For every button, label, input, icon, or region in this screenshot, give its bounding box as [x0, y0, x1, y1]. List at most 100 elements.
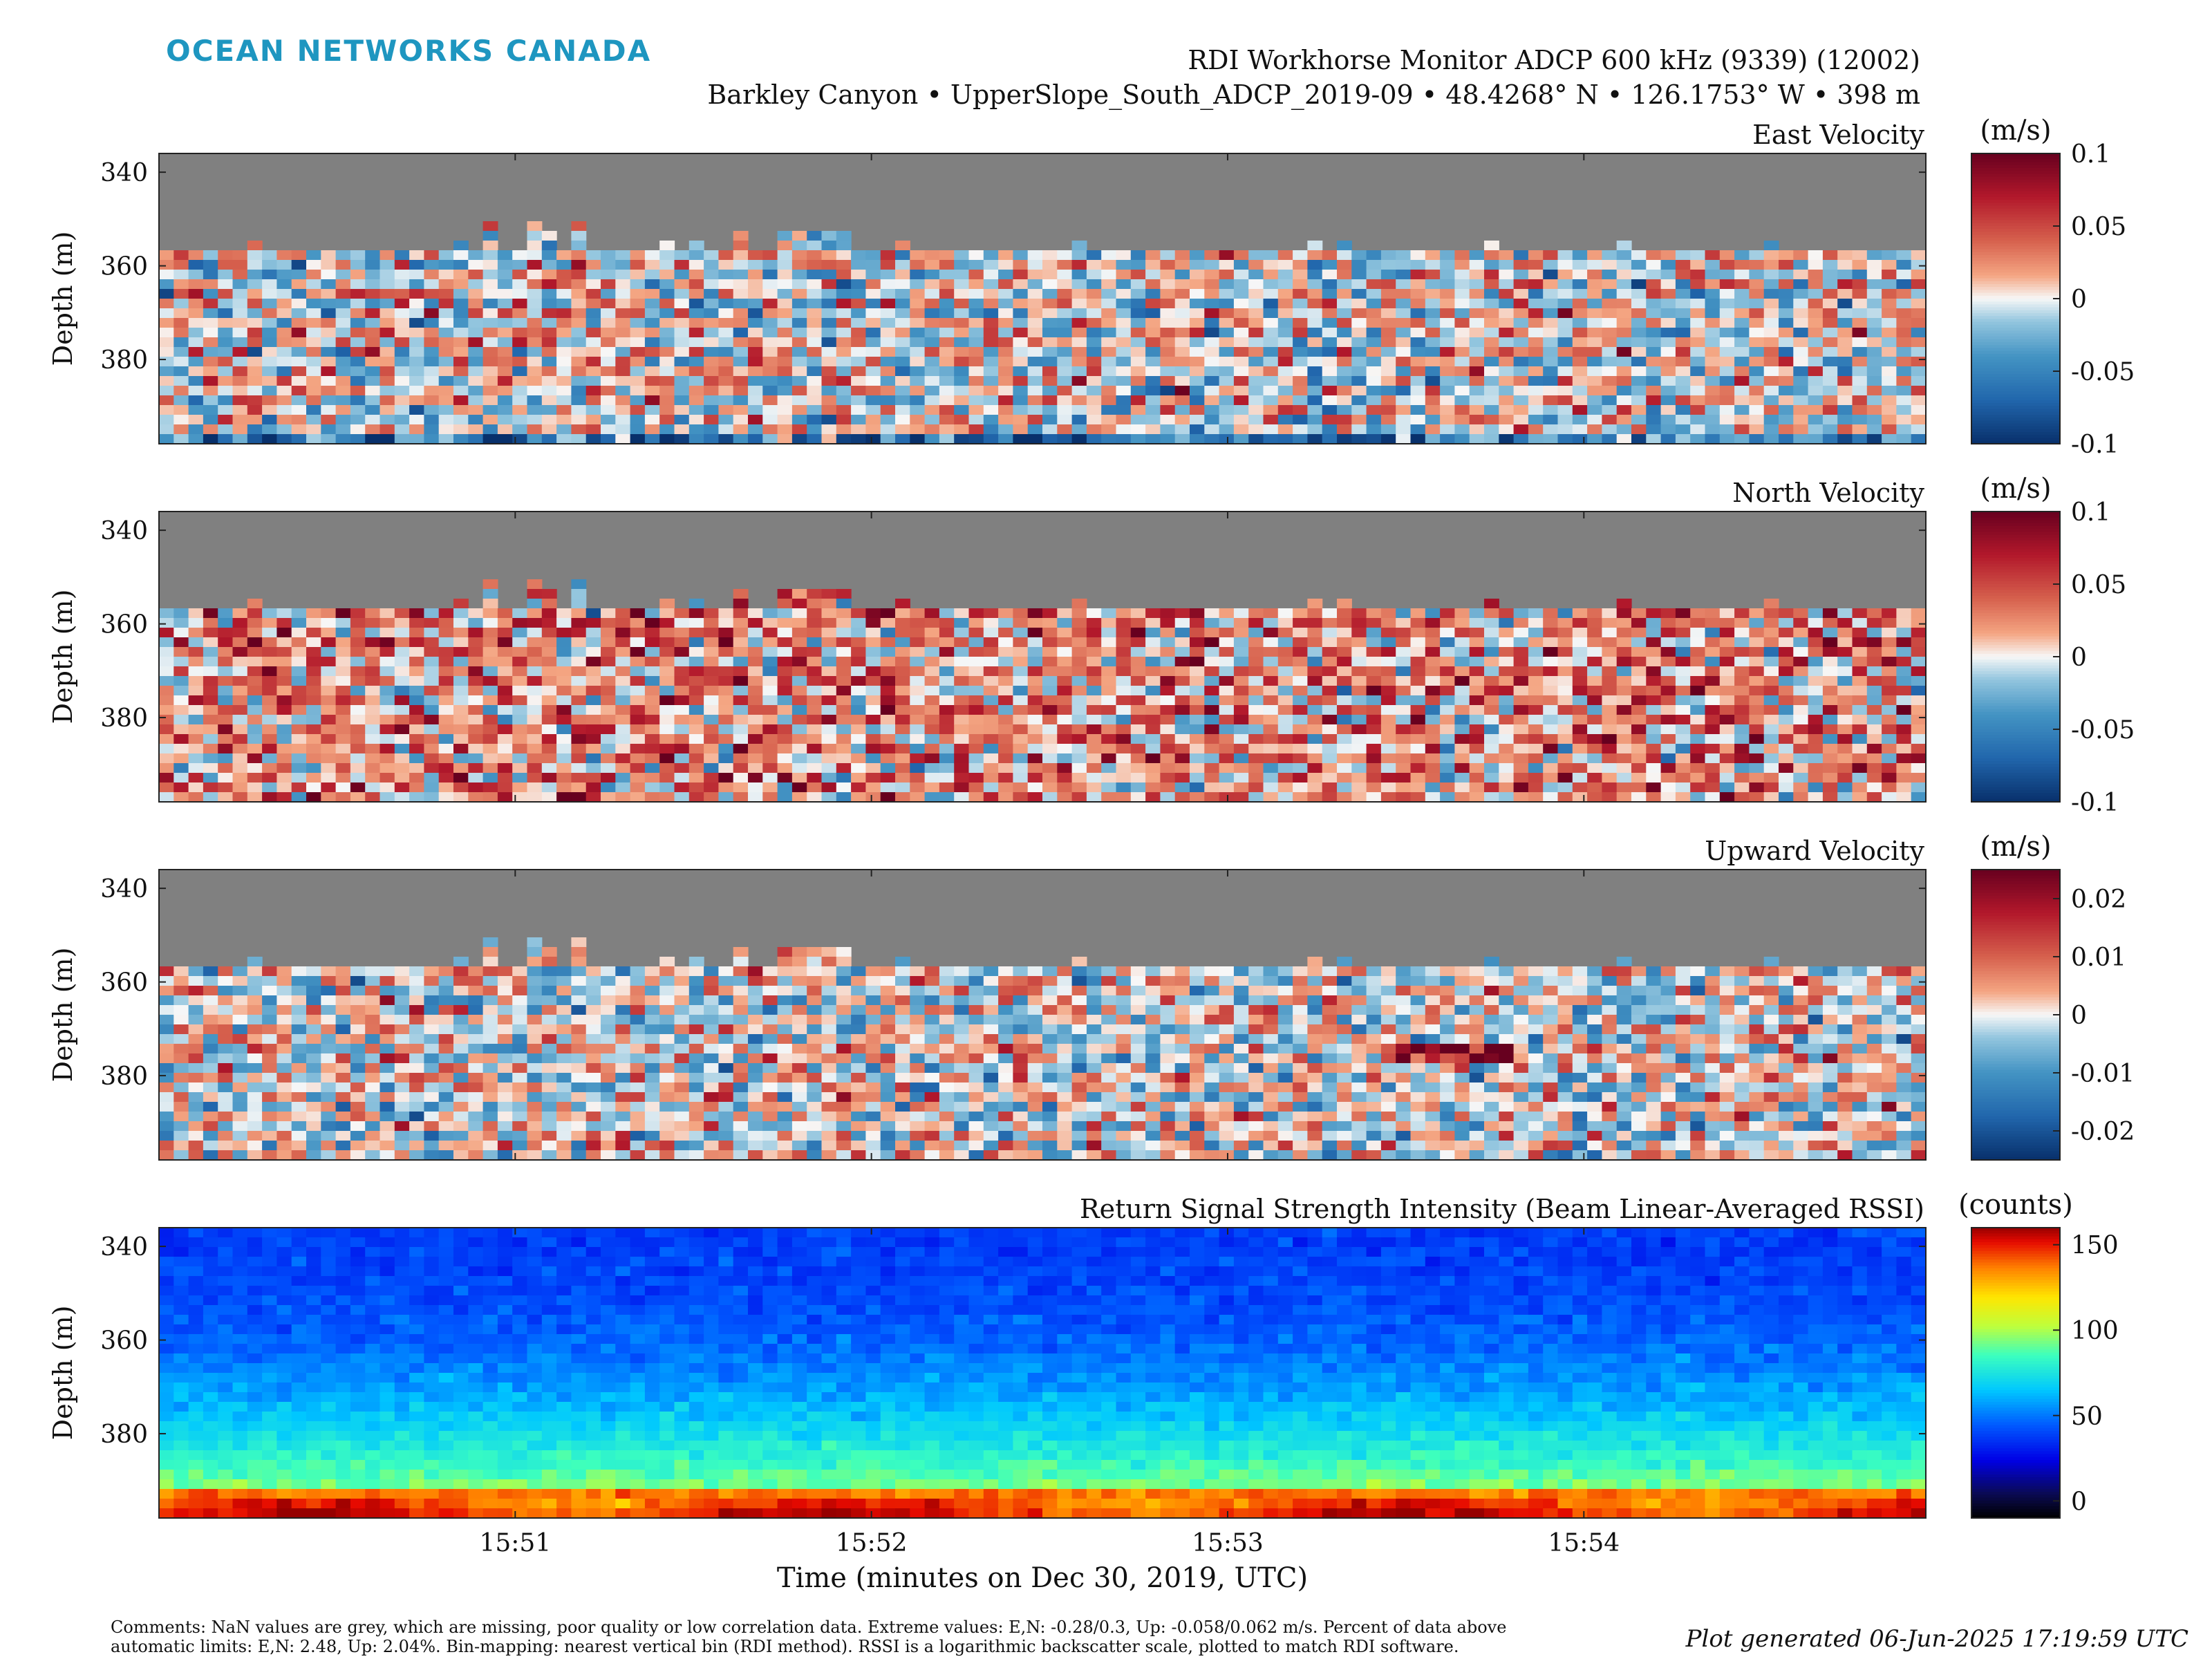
heatmap-cell	[630, 415, 646, 425]
heatmap-cell	[1572, 724, 1588, 735]
heatmap-cell	[1616, 434, 1632, 444]
heatmap-cell	[1380, 724, 1396, 735]
heatmap-cell	[1896, 773, 1912, 783]
heatmap-cell	[1116, 415, 1132, 425]
heatmap-cell	[601, 753, 616, 764]
heatmap-cell	[1749, 424, 1765, 435]
heatmap-cell	[1808, 386, 1824, 396]
heatmap-cell	[1174, 647, 1190, 657]
heatmap-cell	[276, 434, 292, 444]
heatmap-cell	[1734, 337, 1750, 348]
colorbar-segment	[1971, 168, 2060, 171]
heatmap-cell	[306, 347, 321, 357]
heatmap-cell	[1719, 666, 1735, 677]
heatmap-cell	[1484, 734, 1499, 744]
heatmap-cell	[1749, 676, 1765, 686]
heatmap-cell	[350, 376, 366, 386]
heatmap-cell	[453, 599, 469, 609]
heatmap-cell	[262, 347, 277, 357]
heatmap-cell	[1366, 279, 1382, 290]
heatmap-cell	[512, 250, 528, 261]
heatmap-cell	[1380, 366, 1396, 377]
heatmap-cell	[585, 724, 601, 735]
heatmap-cell	[1837, 405, 1853, 415]
heatmap-cell	[1145, 676, 1161, 686]
heatmap-cell	[762, 782, 778, 793]
heatmap-cell	[1366, 308, 1382, 319]
heatmap-cell	[453, 666, 469, 677]
heatmap-cell	[276, 734, 292, 744]
heatmap-cell	[1322, 289, 1338, 299]
heatmap-cell	[601, 773, 616, 783]
heatmap-cell	[1675, 686, 1691, 696]
colorbar-segment	[1971, 365, 2060, 369]
heatmap-cell	[350, 676, 366, 686]
heatmap-cell	[1557, 395, 1573, 406]
heatmap-cell	[791, 657, 807, 667]
heatmap-cell	[851, 792, 866, 803]
colorbar-segment	[1971, 188, 2060, 192]
heatmap-cell	[895, 405, 910, 415]
heatmap-cell	[615, 608, 631, 619]
heatmap-cell	[1866, 637, 1882, 648]
colorbar-segment	[1971, 212, 2060, 215]
heatmap-cell	[482, 260, 498, 270]
heatmap-cell	[188, 753, 204, 764]
heatmap-cell	[1277, 647, 1293, 657]
heatmap-cell	[453, 337, 469, 348]
heatmap-cell	[704, 608, 719, 619]
heatmap-cell	[983, 666, 999, 677]
heatmap-cell	[733, 628, 749, 638]
heatmap-cell	[688, 318, 704, 328]
heatmap-cell	[1469, 676, 1485, 686]
heatmap-cell	[1793, 628, 1809, 638]
heatmap-cell	[1734, 318, 1750, 328]
heatmap-cell	[1057, 637, 1073, 648]
heatmap-cell	[232, 753, 248, 764]
heatmap-cell	[954, 637, 970, 648]
heatmap-cell	[1013, 608, 1029, 619]
heatmap-cell	[895, 637, 910, 648]
heatmap-cell	[836, 347, 852, 357]
heatmap-cell	[791, 347, 807, 357]
heatmap-cell	[1322, 357, 1338, 367]
heatmap-cell	[585, 347, 601, 357]
heatmap-cell	[1116, 376, 1132, 386]
heatmap-cell	[1233, 357, 1249, 367]
heatmap-cell	[1469, 647, 1485, 657]
heatmap-cell	[1690, 734, 1706, 744]
heatmap-cell	[1587, 792, 1602, 803]
heatmap-cell	[791, 415, 807, 425]
heatmap-cell	[571, 705, 587, 715]
heatmap-cell	[1042, 705, 1058, 715]
heatmap-cell	[1734, 250, 1750, 261]
heatmap-cell	[218, 434, 234, 444]
heatmap-cell	[527, 695, 543, 706]
heatmap-cell	[1631, 395, 1647, 406]
heatmap-cell	[1690, 782, 1706, 793]
heatmap-cell	[1425, 608, 1441, 619]
heatmap-cell	[615, 637, 631, 648]
heatmap-cell	[1293, 386, 1308, 396]
heatmap-cell	[1572, 337, 1588, 348]
heatmap-cell	[777, 231, 793, 241]
heatmap-cell	[807, 357, 823, 367]
heatmap-cell	[1130, 279, 1146, 290]
heatmap-cell	[1027, 328, 1043, 338]
heatmap-cell	[1351, 763, 1367, 774]
heatmap-cell	[1190, 724, 1205, 735]
heatmap-cell	[1410, 608, 1426, 619]
heatmap-cell	[262, 647, 277, 657]
heatmap-cell	[1027, 782, 1043, 793]
heatmap-cell	[1763, 608, 1779, 619]
heatmap-cell	[512, 773, 528, 783]
heatmap-cell	[983, 337, 999, 348]
heatmap-cell	[1779, 318, 1794, 328]
heatmap-cell	[733, 279, 749, 290]
heatmap-cell	[910, 415, 926, 425]
heatmap-cell	[218, 337, 234, 348]
heatmap-cell	[218, 657, 234, 667]
heatmap-cell	[218, 608, 234, 619]
heatmap-cell	[1042, 657, 1058, 667]
heatmap-cell	[1116, 328, 1132, 338]
